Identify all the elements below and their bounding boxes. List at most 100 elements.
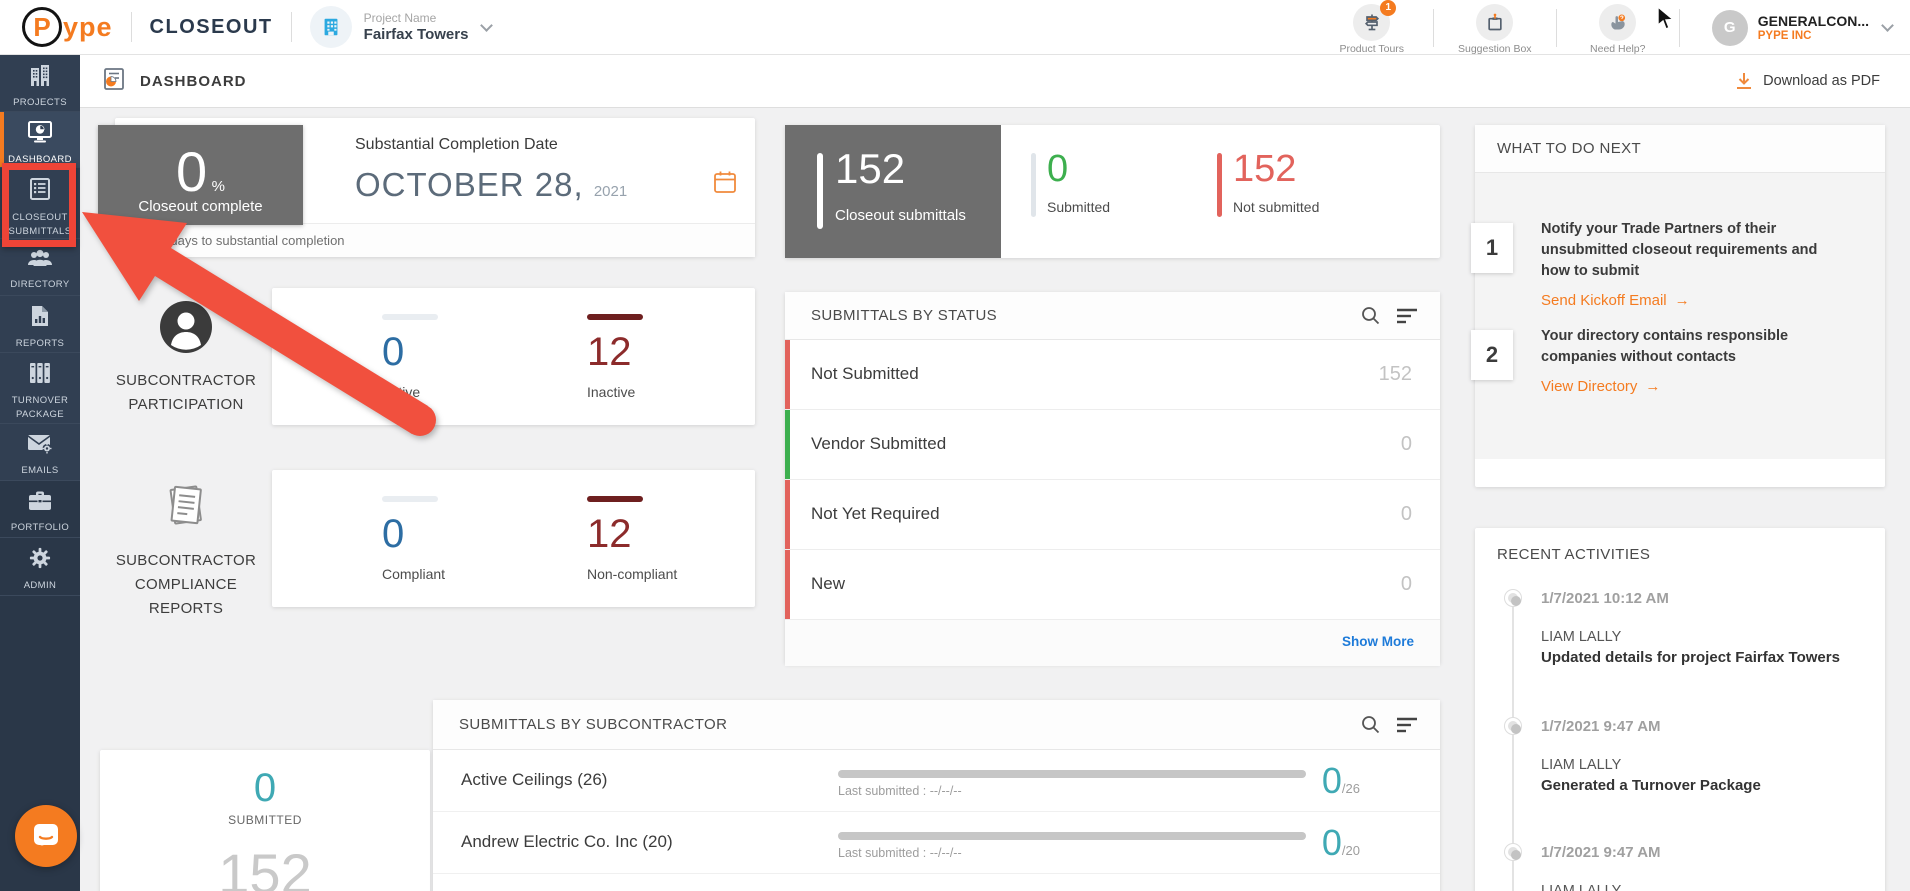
sidebar-label: REPORTS <box>15 338 65 349</box>
last-submitted-label: Last submitted : --/--/-- <box>838 784 962 798</box>
sidebar-item-turnover-package[interactable]: TURNOVER PACKAGE <box>0 353 80 424</box>
status-row[interactable]: Vendor Submitted 0 <box>785 410 1440 480</box>
sidebar-item-reports[interactable]: REPORTS <box>0 296 80 353</box>
pype-logo[interactable]: P ype <box>22 7 113 47</box>
wtdn-title: WHAT TO DO NEXT <box>1497 140 1642 157</box>
search-icon[interactable] <box>1361 306 1380 325</box>
days-remaining-strip: 288 days to substantial completion <box>115 223 755 257</box>
activity-item: 1/7/2021 10:12 AM LIAM LALLY Updated det… <box>1541 590 1840 666</box>
submitted-value: 0 <box>1047 148 1069 190</box>
project-name-label: Project Name <box>363 11 437 25</box>
sidebar-item-portfolio[interactable]: PORTFOLIO <box>0 481 80 538</box>
sidebar-item-directory[interactable]: DIRECTORY <box>0 239 80 296</box>
summary-total-value: 152 <box>218 842 312 891</box>
user-menu[interactable]: G GENERALCON... PYPE INC <box>1711 9 1894 46</box>
divider <box>1432 8 1434 47</box>
people-icon <box>27 248 53 273</box>
user-avatar: G <box>1711 9 1748 46</box>
sidebar-item-closeout-submittals[interactable]: CLOSEOUT SUBMITTALS <box>0 168 80 239</box>
status-row[interactable]: Not Submitted 152 <box>785 340 1440 410</box>
sidebar-item-admin[interactable]: ADMIN <box>0 538 80 596</box>
sidebar-item-projects[interactable]: PROJECTS <box>0 55 80 112</box>
calendar-icon[interactable] <box>713 170 737 199</box>
submitted-label: Submitted <box>1047 198 1111 215</box>
status-row-label: Not Submitted <box>811 364 919 383</box>
active-value: 0 <box>382 330 405 374</box>
activity-time: 1/7/2021 10:12 AM <box>1541 590 1669 607</box>
noncompliant-label: Non-compliant <box>587 566 678 582</box>
sidebar-label: PORTFOLIO <box>10 522 70 533</box>
activity-item: 1/7/2021 9:47 AM LIAM LALLY <box>1541 844 1661 891</box>
top-header: P ype CLOSEOUT Project Name Fairfax Towe… <box>0 0 1910 55</box>
noncompliant-stat: 12 Non-compliant <box>587 496 677 582</box>
project-selector[interactable]: Project Name Fairfax Towers <box>309 6 494 48</box>
divider <box>130 12 132 42</box>
subcontractor-row[interactable]: Active Ceilings (26) Last submitted : --… <box>433 750 1440 812</box>
suggestion-box-label: Suggestion Box <box>1457 42 1532 55</box>
logo-wordmark: ype <box>63 11 113 42</box>
progress-bar <box>838 770 1306 778</box>
status-panel-footer: Show More <box>785 620 1440 666</box>
stat-bar <box>382 496 438 502</box>
pype-logo-icon: P <box>22 7 62 47</box>
completion-date-value: OCTOBER 28, 2021 <box>355 166 628 203</box>
activity-user: LIAM LALLY <box>1541 883 1622 891</box>
status-row[interactable]: New 0 <box>785 550 1440 620</box>
chevron-down-icon <box>480 18 494 32</box>
not-submitted-value: 152 <box>1233 148 1297 190</box>
need-help-button[interactable]: Need Help? <box>1575 1 1661 55</box>
closeout-submittals-box: 152 Closeout submittals <box>785 125 1001 258</box>
status-color-bar <box>785 340 790 409</box>
status-row-label: New <box>811 574 846 593</box>
show-more-link[interactable]: Show More <box>1341 634 1414 649</box>
chat-bubble-button[interactable] <box>15 805 77 867</box>
inactive-value: 12 <box>587 330 632 374</box>
view-directory-link[interactable]: View Directory → <box>1541 378 1661 396</box>
report-chart-icon <box>29 305 51 332</box>
status-color-bar <box>785 550 790 619</box>
participation-label: SUBCONTRACTOR PARTICIPATION <box>115 372 257 413</box>
stat-bar <box>1217 153 1222 217</box>
stat-bar <box>1031 153 1036 217</box>
download-pdf-button[interactable]: Download as PDF <box>1735 72 1880 90</box>
wtdn-item-1: 1 Notify your Trade Partners of their un… <box>1471 219 1841 310</box>
sidebar-label: DIRECTORY <box>10 279 70 290</box>
documents-icon <box>157 485 215 540</box>
activity-time: 1/7/2021 9:47 AM <box>1541 844 1661 861</box>
sidebar-nav: PROJECTS DASHBOARD CLOSEOUT SUBMITTALS D… <box>0 55 80 891</box>
status-row[interactable]: Not Yet Required 0 <box>785 480 1440 550</box>
subcontractor-panel-title: SUBMITTALS BY SUBCONTRACTOR <box>459 716 728 733</box>
completion-date-title: Substantial Completion Date <box>355 136 558 153</box>
completion-date-year: 2021 <box>593 183 628 200</box>
briefcase-icon <box>28 490 52 516</box>
sidebar-label: CLOSEOUT SUBMITTALS <box>8 212 72 238</box>
subcontractor-row[interactable]: Andrew Electric Co. Inc (20) Last submit… <box>433 812 1440 874</box>
compliance-label: SUBCONTRACTOR COMPLIANCE REPORTS <box>115 552 257 617</box>
submittals-by-status-panel: SUBMITTALS BY STATUS Not Submitted 152 V… <box>785 292 1440 666</box>
closeout-complete-value: 0 <box>176 140 208 203</box>
summary-submitted-value: 0 <box>253 766 277 810</box>
recent-activities-panel: RECENT ACTIVITIES 1/7/2021 10:12 AM LIAM… <box>1475 528 1885 891</box>
activity-user: LIAM LALLY <box>1541 629 1622 645</box>
email-gear-icon <box>27 433 53 459</box>
subcontractor-name: Active Ceilings (26) <box>461 770 608 789</box>
closeout-complete-label: Closeout complete <box>138 198 263 215</box>
sort-icon[interactable] <box>1396 308 1418 324</box>
suggestion-box-button[interactable]: Suggestion Box <box>1452 1 1538 55</box>
last-submitted-label: Last submitted : --/--/-- <box>838 846 962 860</box>
closeout-complete-unit: % <box>211 178 225 195</box>
sort-icon[interactable] <box>1396 717 1418 733</box>
sidebar-item-dashboard[interactable]: DASHBOARD <box>0 112 80 168</box>
user-company: PYPE INC <box>1757 30 1812 42</box>
activity-action: Updated details for project Fairfax Towe… <box>1541 649 1840 666</box>
send-kickoff-email-link[interactable]: Send Kickoff Email → <box>1541 292 1690 310</box>
sidebar-label: ADMIN <box>23 580 57 591</box>
product-tours-button[interactable]: 1 Product Tours <box>1329 0 1415 55</box>
recent-activities-title: RECENT ACTIVITIES <box>1497 546 1651 563</box>
compliance-card: 0 Compliant 12 Non-compliant <box>272 470 755 607</box>
not-submitted-stat: 152 Not submitted <box>1217 148 1319 217</box>
sidebar-item-emails[interactable]: EMAILS <box>0 424 80 481</box>
search-icon[interactable] <box>1361 715 1380 734</box>
closeout-submittals-value: 152 <box>835 145 906 192</box>
divider <box>290 12 292 42</box>
